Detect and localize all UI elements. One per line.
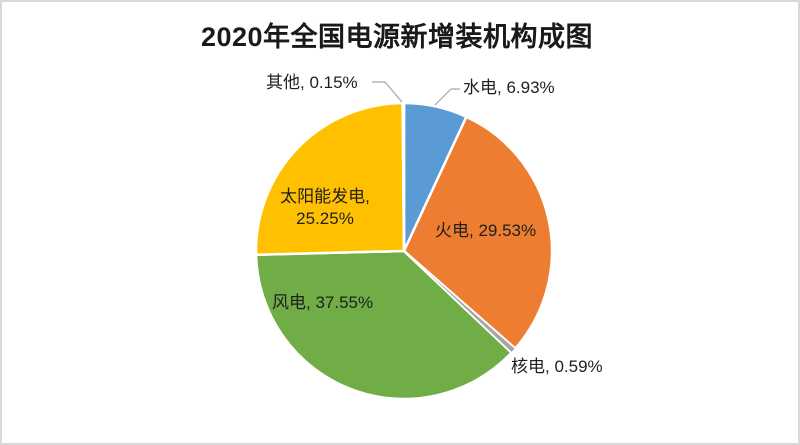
pie-slice-3 bbox=[254, 249, 513, 401]
slice-label-wind: 风电, 37.55% bbox=[272, 293, 374, 312]
slice-label-hydro: 水电, 6.93% bbox=[463, 78, 555, 97]
pie-slice-5 bbox=[401, 101, 406, 253]
slice-label-solar: 太阳能发电, 25.25% bbox=[280, 187, 370, 228]
chart-title: 2020年全国电源新增装机构成图 bbox=[200, 22, 594, 52]
pie-slices bbox=[254, 101, 554, 401]
pie-slice-2-sliver bbox=[403, 250, 516, 354]
slice-label-nuclear: 核电, 0.59% bbox=[511, 357, 603, 376]
slice-label-other: 其他, 0.15% bbox=[266, 73, 358, 92]
leader-line-hydro bbox=[434, 88, 460, 106]
pie-slice-1 bbox=[402, 115, 554, 350]
leader-line-other bbox=[372, 81, 403, 103]
slice-label-thermal: 火电, 29.53% bbox=[435, 221, 537, 240]
pie-slice-4 bbox=[254, 101, 406, 256]
